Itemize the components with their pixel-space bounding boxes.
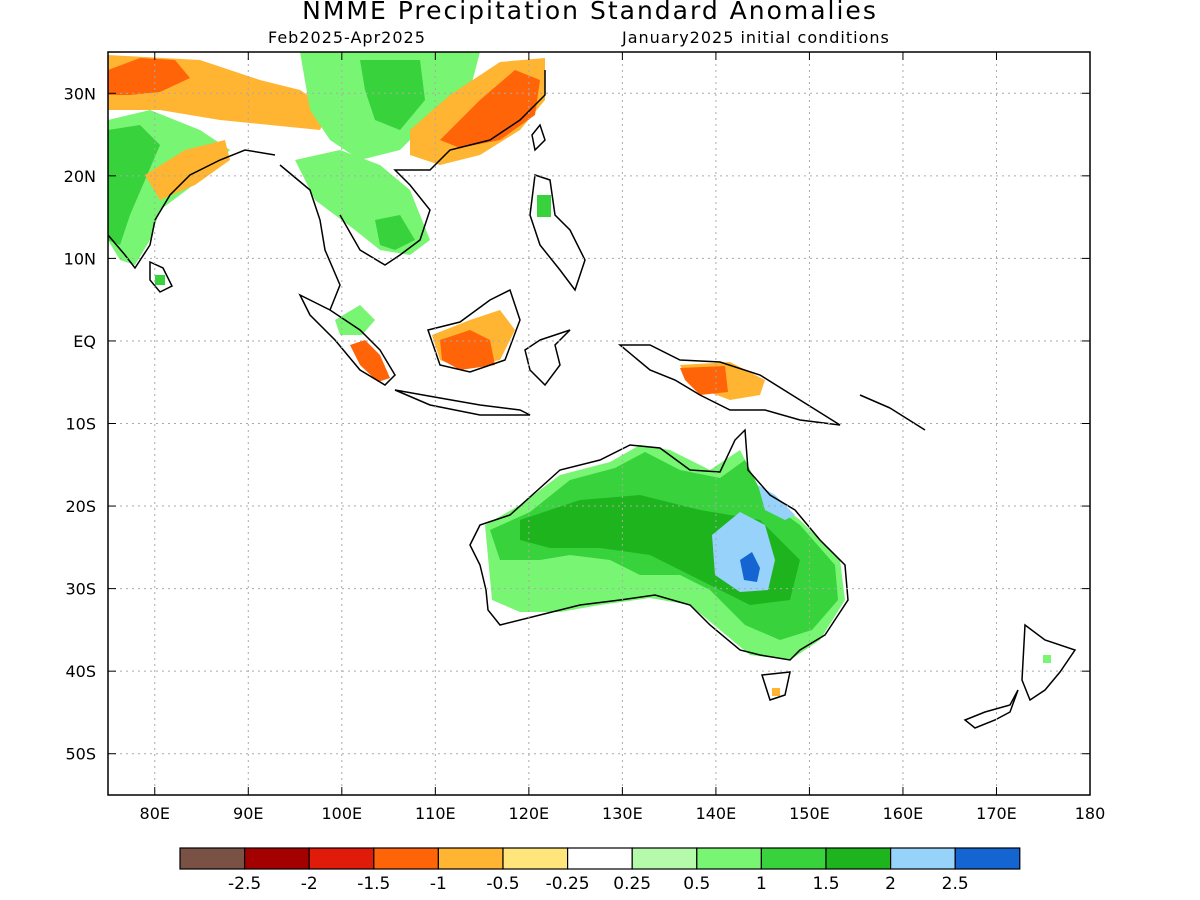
solomon-islands-coastline xyxy=(859,394,926,431)
tasmania-coastline xyxy=(761,671,791,701)
legend-label: 2.5 xyxy=(942,874,969,894)
lon-tick-label: 100E xyxy=(321,804,362,823)
legend-swatch xyxy=(954,847,1021,870)
new-zealand-south-coastline xyxy=(963,689,1019,729)
initial-conditions: January2025 initial conditions xyxy=(622,28,890,47)
borneo-strong-dry xyxy=(440,330,495,370)
lon-tick-label: 150E xyxy=(789,804,830,823)
lon-tick-label: 130E xyxy=(602,804,643,823)
new-guinea-coastline xyxy=(617,344,841,426)
lat-tick-label: 10N xyxy=(64,249,96,268)
legend-swatch xyxy=(825,847,892,870)
lon-tick-label: 80E xyxy=(140,804,170,823)
new-guinea-strong-dry xyxy=(680,366,728,395)
sumatra-strong-dry xyxy=(350,340,390,382)
axis-ticks xyxy=(108,52,1091,795)
tasmania-dry-spot xyxy=(772,688,780,696)
tibet-moderate-wet xyxy=(360,60,425,130)
lon-tick-label: 140E xyxy=(696,804,737,823)
legend-label: -1.5 xyxy=(357,874,390,894)
nz-wet-spot xyxy=(1043,655,1051,663)
coastlines xyxy=(108,70,1077,729)
philippines-wet-spot xyxy=(537,195,551,217)
legend-swatch xyxy=(179,847,246,870)
australia-coastline xyxy=(469,428,849,661)
lat-tick-label: 30S xyxy=(65,580,96,599)
legend-swatch xyxy=(437,847,504,870)
china-strong-dry xyxy=(440,70,540,148)
lon-tick-label: 110E xyxy=(415,804,456,823)
sri-lanka-wet-spot xyxy=(155,275,165,285)
anomaly-shading xyxy=(108,52,1051,696)
legend-swatch xyxy=(244,847,310,870)
lon-tick-label: 180 xyxy=(1075,804,1106,823)
india-dry-anomaly xyxy=(145,140,230,200)
taiwan-coastline xyxy=(531,123,546,152)
sulawesi-coastline xyxy=(524,329,571,387)
legend-swatch xyxy=(566,847,633,870)
legend-label: -2 xyxy=(301,874,318,894)
legend-swatch xyxy=(308,847,375,870)
lon-tick-label: 170E xyxy=(976,804,1017,823)
legend-label: -0.5 xyxy=(486,874,519,894)
lon-tick-label: 120E xyxy=(509,804,550,823)
legend-label: 1.5 xyxy=(812,874,839,894)
lon-tick-label: 90E xyxy=(233,804,263,823)
lat-tick-label: 20S xyxy=(65,497,96,516)
legend-label: 2 xyxy=(885,874,896,894)
legend-swatch xyxy=(631,847,698,870)
forecast-period: Feb2025-Apr2025 xyxy=(268,28,426,47)
new-zealand-north-coastline xyxy=(1021,623,1077,702)
legend-swatch xyxy=(502,847,569,870)
legend-label: -0.25 xyxy=(546,874,590,894)
australia-east-coast-light xyxy=(758,485,795,520)
australia-very-wet xyxy=(712,512,775,592)
indochina-coastline xyxy=(279,70,546,311)
south-asia-strong-dry xyxy=(108,58,190,95)
lat-tick-label: 10S xyxy=(65,415,96,434)
axis-tick-labels: 80E 90E 100E 110E 120E 130E 140E 150E 160E 170E 18… xyxy=(64,84,1106,823)
color-legend xyxy=(179,847,1021,870)
lat-tick-label: 40S xyxy=(65,662,96,681)
lat-tick-label: EQ xyxy=(73,332,96,351)
lat-tick-label: 50S xyxy=(65,745,96,764)
legend-swatch xyxy=(373,847,439,870)
indochina-moderate-wet xyxy=(375,215,415,250)
legend-swatch xyxy=(696,847,762,870)
legend-label: 0.25 xyxy=(613,874,651,894)
borneo-coastline xyxy=(427,288,521,373)
legend-label: 1 xyxy=(756,874,767,894)
philippines-coastline xyxy=(529,173,586,292)
lon-tick-label: 160E xyxy=(883,804,924,823)
sumatra-coastline xyxy=(298,293,396,386)
australia-extreme-wet xyxy=(740,552,760,582)
legend-label: -1 xyxy=(430,874,447,894)
india-moderate-wet xyxy=(108,125,160,245)
lat-tick-label: 20N xyxy=(64,167,96,186)
page-title: NMME Precipitation Standard Anomalies xyxy=(302,0,878,25)
legend-label: -2.5 xyxy=(228,874,261,894)
legend-label: 0.5 xyxy=(683,874,710,894)
lat-tick-label: 30N xyxy=(64,84,96,103)
grid-lines xyxy=(108,52,1090,795)
legend-swatch xyxy=(889,847,956,870)
legend-swatch xyxy=(760,847,827,870)
sri-lanka-coastline xyxy=(149,260,174,293)
java-coastline xyxy=(394,389,531,416)
india-coastline xyxy=(108,149,276,270)
sumatra-wet-spot xyxy=(335,305,375,335)
color-legend-labels: -2.5 -2 -1.5 -1 -0.5 -0.25 0.25 0.5 1 1.5 2 2.5 xyxy=(228,874,969,894)
